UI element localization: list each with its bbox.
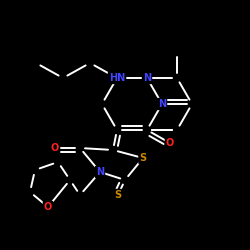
Text: S: S (140, 153, 146, 163)
Text: O: O (51, 143, 59, 153)
Text: N: N (143, 73, 151, 83)
Text: S: S (114, 190, 121, 200)
Text: O: O (44, 202, 52, 212)
Text: N: N (158, 99, 166, 109)
Text: HN: HN (109, 73, 125, 83)
Text: N: N (96, 167, 104, 177)
Text: O: O (166, 138, 174, 148)
